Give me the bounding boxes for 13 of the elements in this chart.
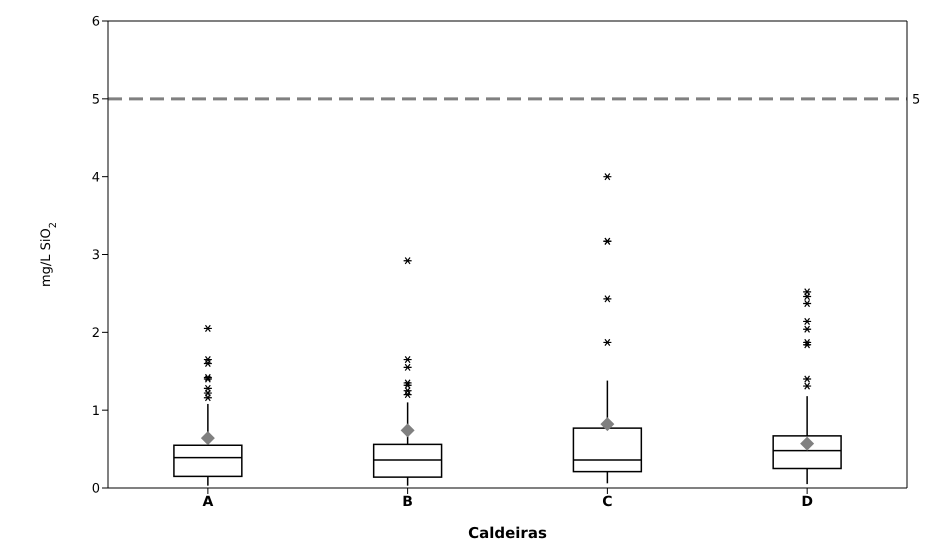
y-tick-label: 1	[92, 404, 100, 419]
y-tick-label: 0	[92, 482, 100, 497]
x-tick-label: A	[202, 494, 214, 510]
x-tick-label: B	[402, 494, 413, 510]
x-axis-title: Caldeiras	[468, 524, 547, 542]
y-tick-label: 3	[92, 248, 100, 264]
y-tick-label: 5	[92, 92, 100, 108]
x-tick-label: C	[602, 494, 613, 510]
y-tick-label: 2	[92, 326, 100, 341]
y-tick-label: 6	[92, 14, 100, 30]
y-tick-label: 4	[92, 170, 100, 186]
ref-line-label: 5	[912, 92, 920, 108]
x-tick-label: D	[801, 494, 813, 510]
